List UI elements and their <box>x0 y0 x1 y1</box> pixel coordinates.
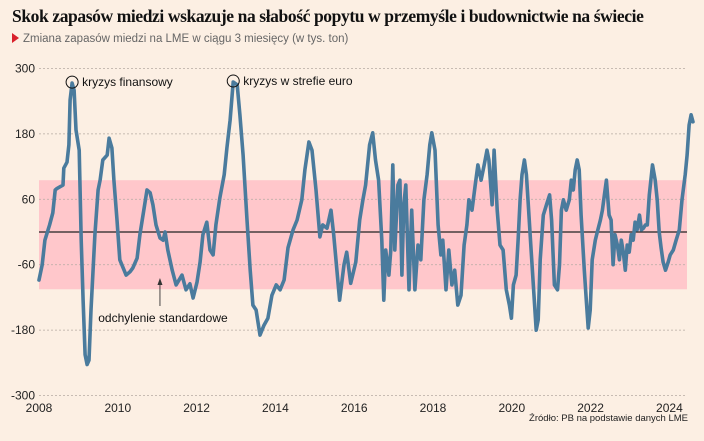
x-tick-label: 2012 <box>183 401 210 415</box>
y-tick-label: -300 <box>11 389 35 403</box>
arrow-head-icon <box>157 278 163 285</box>
y-tick-label: 300 <box>15 61 35 75</box>
x-tick-label: 2024 <box>656 401 683 415</box>
x-axis-ticks: 2008 2010 2012 2014 2016 2018 2020 2022 2024 <box>26 401 683 415</box>
x-tick-label: 2020 <box>498 401 525 415</box>
x-tick-label: 2010 <box>104 401 131 415</box>
source-note: Źródło: PB na podstawie danych LME <box>529 413 688 424</box>
x-tick-label: 2016 <box>341 401 368 415</box>
y-tick-label: 180 <box>15 127 35 141</box>
annotation-circle <box>226 74 240 88</box>
y-axis-ticks: 300 180 60 -60 -180 -300 <box>11 61 35 402</box>
chart-title: Skok zapasów miedzi wskazuje na słabość … <box>12 6 644 26</box>
annotations: kryzys finansowy kryzys w strefie euro odc… <box>65 74 353 325</box>
x-tick-label: 2022 <box>577 401 604 415</box>
annotation-circle <box>65 75 79 89</box>
y-tick-label: 60 <box>22 192 36 206</box>
x-tick-label: 2018 <box>420 401 447 415</box>
annotation-label: odchylenie standardowe <box>98 311 228 325</box>
x-tick-label: 2008 <box>26 401 53 415</box>
annotation-label: kryzys w strefie euro <box>243 74 353 88</box>
subtitle-text: Zmiana zapasów miedzi na LME w ciągu 3 m… <box>23 33 349 45</box>
y-tick-label: -60 <box>18 258 36 272</box>
chart-subtitle: Zmiana zapasów miedzi na LME w ciągu 3 m… <box>12 33 348 45</box>
series-line <box>37 80 695 367</box>
x-tick-label: 2014 <box>262 401 289 415</box>
y-tick-label: -180 <box>11 323 35 337</box>
triangle-marker-icon <box>12 33 19 43</box>
annotation-label: kryzys finansowy <box>82 75 173 89</box>
